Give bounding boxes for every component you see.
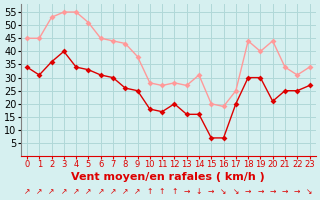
Text: ↘: ↘ [220, 187, 227, 196]
Text: ↗: ↗ [110, 187, 116, 196]
Text: →: → [269, 187, 276, 196]
Text: ↗: ↗ [85, 187, 92, 196]
Text: →: → [208, 187, 214, 196]
Text: ↗: ↗ [134, 187, 141, 196]
X-axis label: Vent moyen/en rafales ( km/h ): Vent moyen/en rafales ( km/h ) [71, 172, 265, 182]
Text: ↗: ↗ [24, 187, 30, 196]
Text: ↗: ↗ [48, 187, 55, 196]
Text: ↑: ↑ [159, 187, 165, 196]
Text: ↗: ↗ [36, 187, 43, 196]
Text: ↘: ↘ [233, 187, 239, 196]
Text: →: → [257, 187, 264, 196]
Text: →: → [294, 187, 300, 196]
Text: ↗: ↗ [98, 187, 104, 196]
Text: ↗: ↗ [61, 187, 67, 196]
Text: ↑: ↑ [147, 187, 153, 196]
Text: ↑: ↑ [171, 187, 178, 196]
Text: ↗: ↗ [73, 187, 79, 196]
Text: →: → [183, 187, 190, 196]
Text: →: → [245, 187, 251, 196]
Text: ↓: ↓ [196, 187, 202, 196]
Text: →: → [282, 187, 288, 196]
Text: ↗: ↗ [122, 187, 128, 196]
Text: ↘: ↘ [306, 187, 313, 196]
